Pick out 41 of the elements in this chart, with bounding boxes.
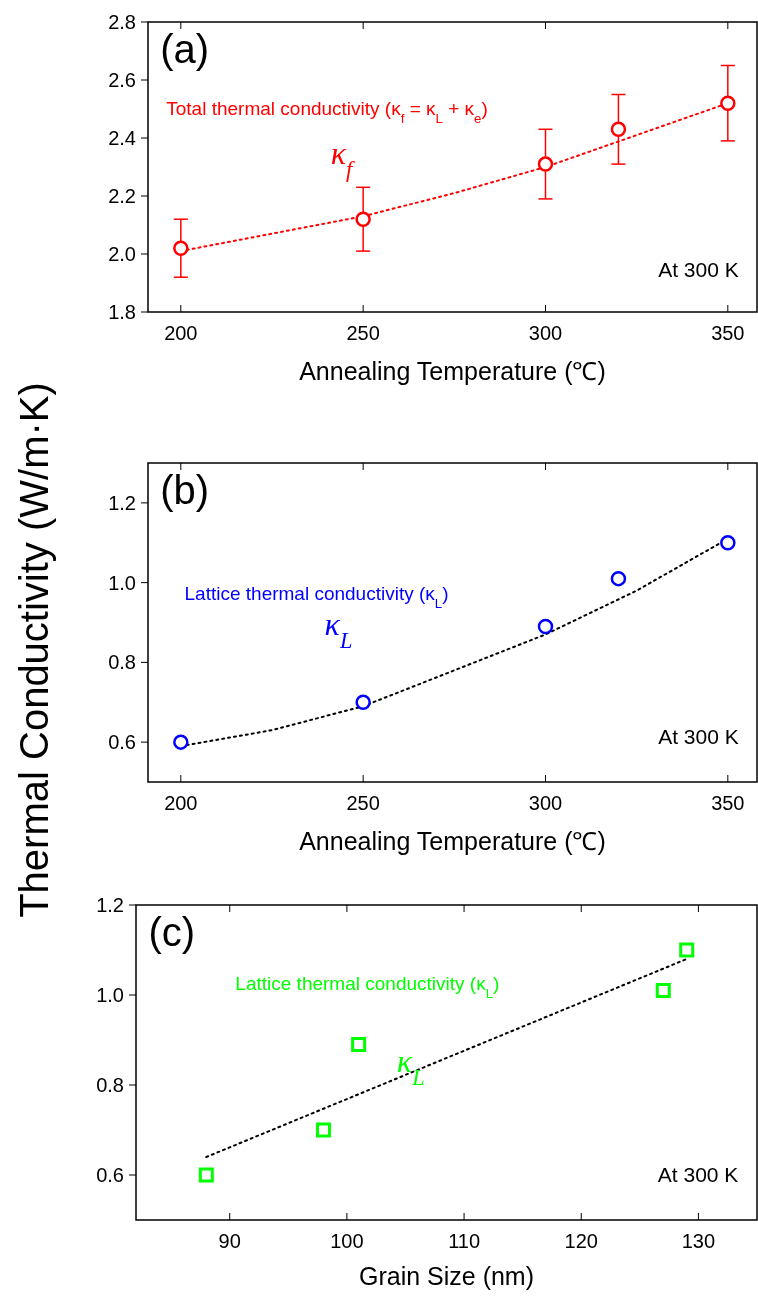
annotation: Total thermal conductivity (κ$_{f}$ = κ$_{L}$ + κ$_{e}$) — [166, 97, 488, 126]
y-tick-label: 1.2 — [108, 491, 136, 514]
x-tick-label: 200 — [164, 322, 198, 344]
x-tick-label: 250 — [346, 792, 380, 814]
annotation: (b) — [160, 468, 210, 513]
y-tick-label: 2.0 — [108, 243, 136, 265]
y-tick-label: 1.0 — [96, 984, 124, 1006]
y-tick-label: 0.6 — [96, 1164, 124, 1186]
x-tick-label: 300 — [528, 322, 563, 344]
annotation: (a) — [160, 26, 210, 71]
y-tick-label: 2.8 — [108, 11, 136, 33]
annotation: Lattice thermal conductivity (κ$_{L}$) — [235, 973, 500, 1001]
x-tick-label: 350 — [711, 792, 745, 814]
y-tick-label: 2.2 — [108, 185, 136, 207]
series-label: κ$_{f}$ — [330, 135, 356, 182]
x-tick-label: 300 — [528, 792, 563, 814]
y-tick-label: 1.2 — [96, 894, 124, 916]
x-tick-label: 90 — [218, 1230, 241, 1252]
y-tick-label: 2.4 — [108, 127, 136, 149]
y-tick-label: 1.8 — [108, 301, 136, 323]
x-axis-title: Annealing Temperature (℃) — [299, 827, 606, 855]
series-label: κ$_{L}$ — [396, 1042, 425, 1090]
x-tick-label: 100 — [330, 1230, 364, 1252]
y-tick-label: 0.8 — [108, 651, 136, 674]
annotation: At 300 K — [658, 724, 739, 748]
x-tick-label: 350 — [711, 322, 745, 344]
x-tick-label: 130 — [681, 1230, 716, 1252]
annotation: (c) — [148, 909, 196, 954]
annotation: At 300 K — [658, 258, 739, 282]
annotation: At 300 K — [657, 1163, 739, 1187]
y-tick-label: 0.8 — [96, 1074, 124, 1096]
y-tick-label: 0.6 — [108, 731, 136, 754]
x-tick-label: 250 — [346, 322, 380, 344]
x-tick-label: 110 — [448, 1230, 481, 1252]
x-axis-title: Grain Size (nm) — [358, 1262, 535, 1290]
y-tick-label: 2.6 — [108, 69, 136, 91]
y-tick-label: 1.0 — [108, 571, 136, 594]
x-tick-label: 200 — [164, 792, 198, 814]
x-tick-label: 120 — [564, 1230, 598, 1252]
y-axis-title: Thermal Conductivity (W/m·K) — [12, 382, 56, 918]
x-axis-title: Annealing Temperature (℃) — [299, 357, 606, 385]
